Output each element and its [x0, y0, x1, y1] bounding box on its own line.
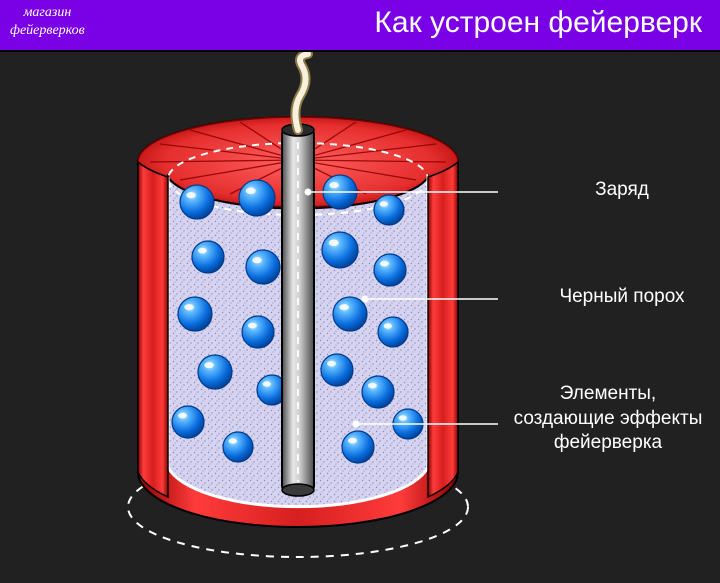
shop-line1: магазин — [23, 5, 71, 20]
label-elements-l2: создающие эффекты — [514, 408, 703, 429]
page-title: Как устроен фейерверк — [374, 6, 702, 40]
shop-line2: фейерверков — [10, 23, 85, 38]
label-charge: Заряд — [552, 178, 692, 203]
diagram-canvas: Заряд Черный порох Элементы, создающие э… — [0, 52, 720, 583]
header-bar: магазин фейерверков Как устроен фейервер… — [0, 0, 720, 51]
shop-label: магазин фейерверков — [10, 4, 85, 40]
label-elements-l3: фейерверка — [554, 432, 662, 453]
leader-lines — [0, 52, 720, 583]
label-elements-l1: Элементы, — [560, 383, 656, 404]
label-powder: Черный порох — [532, 285, 712, 310]
label-elements: Элементы, создающие эффекты фейерверка — [498, 382, 718, 456]
